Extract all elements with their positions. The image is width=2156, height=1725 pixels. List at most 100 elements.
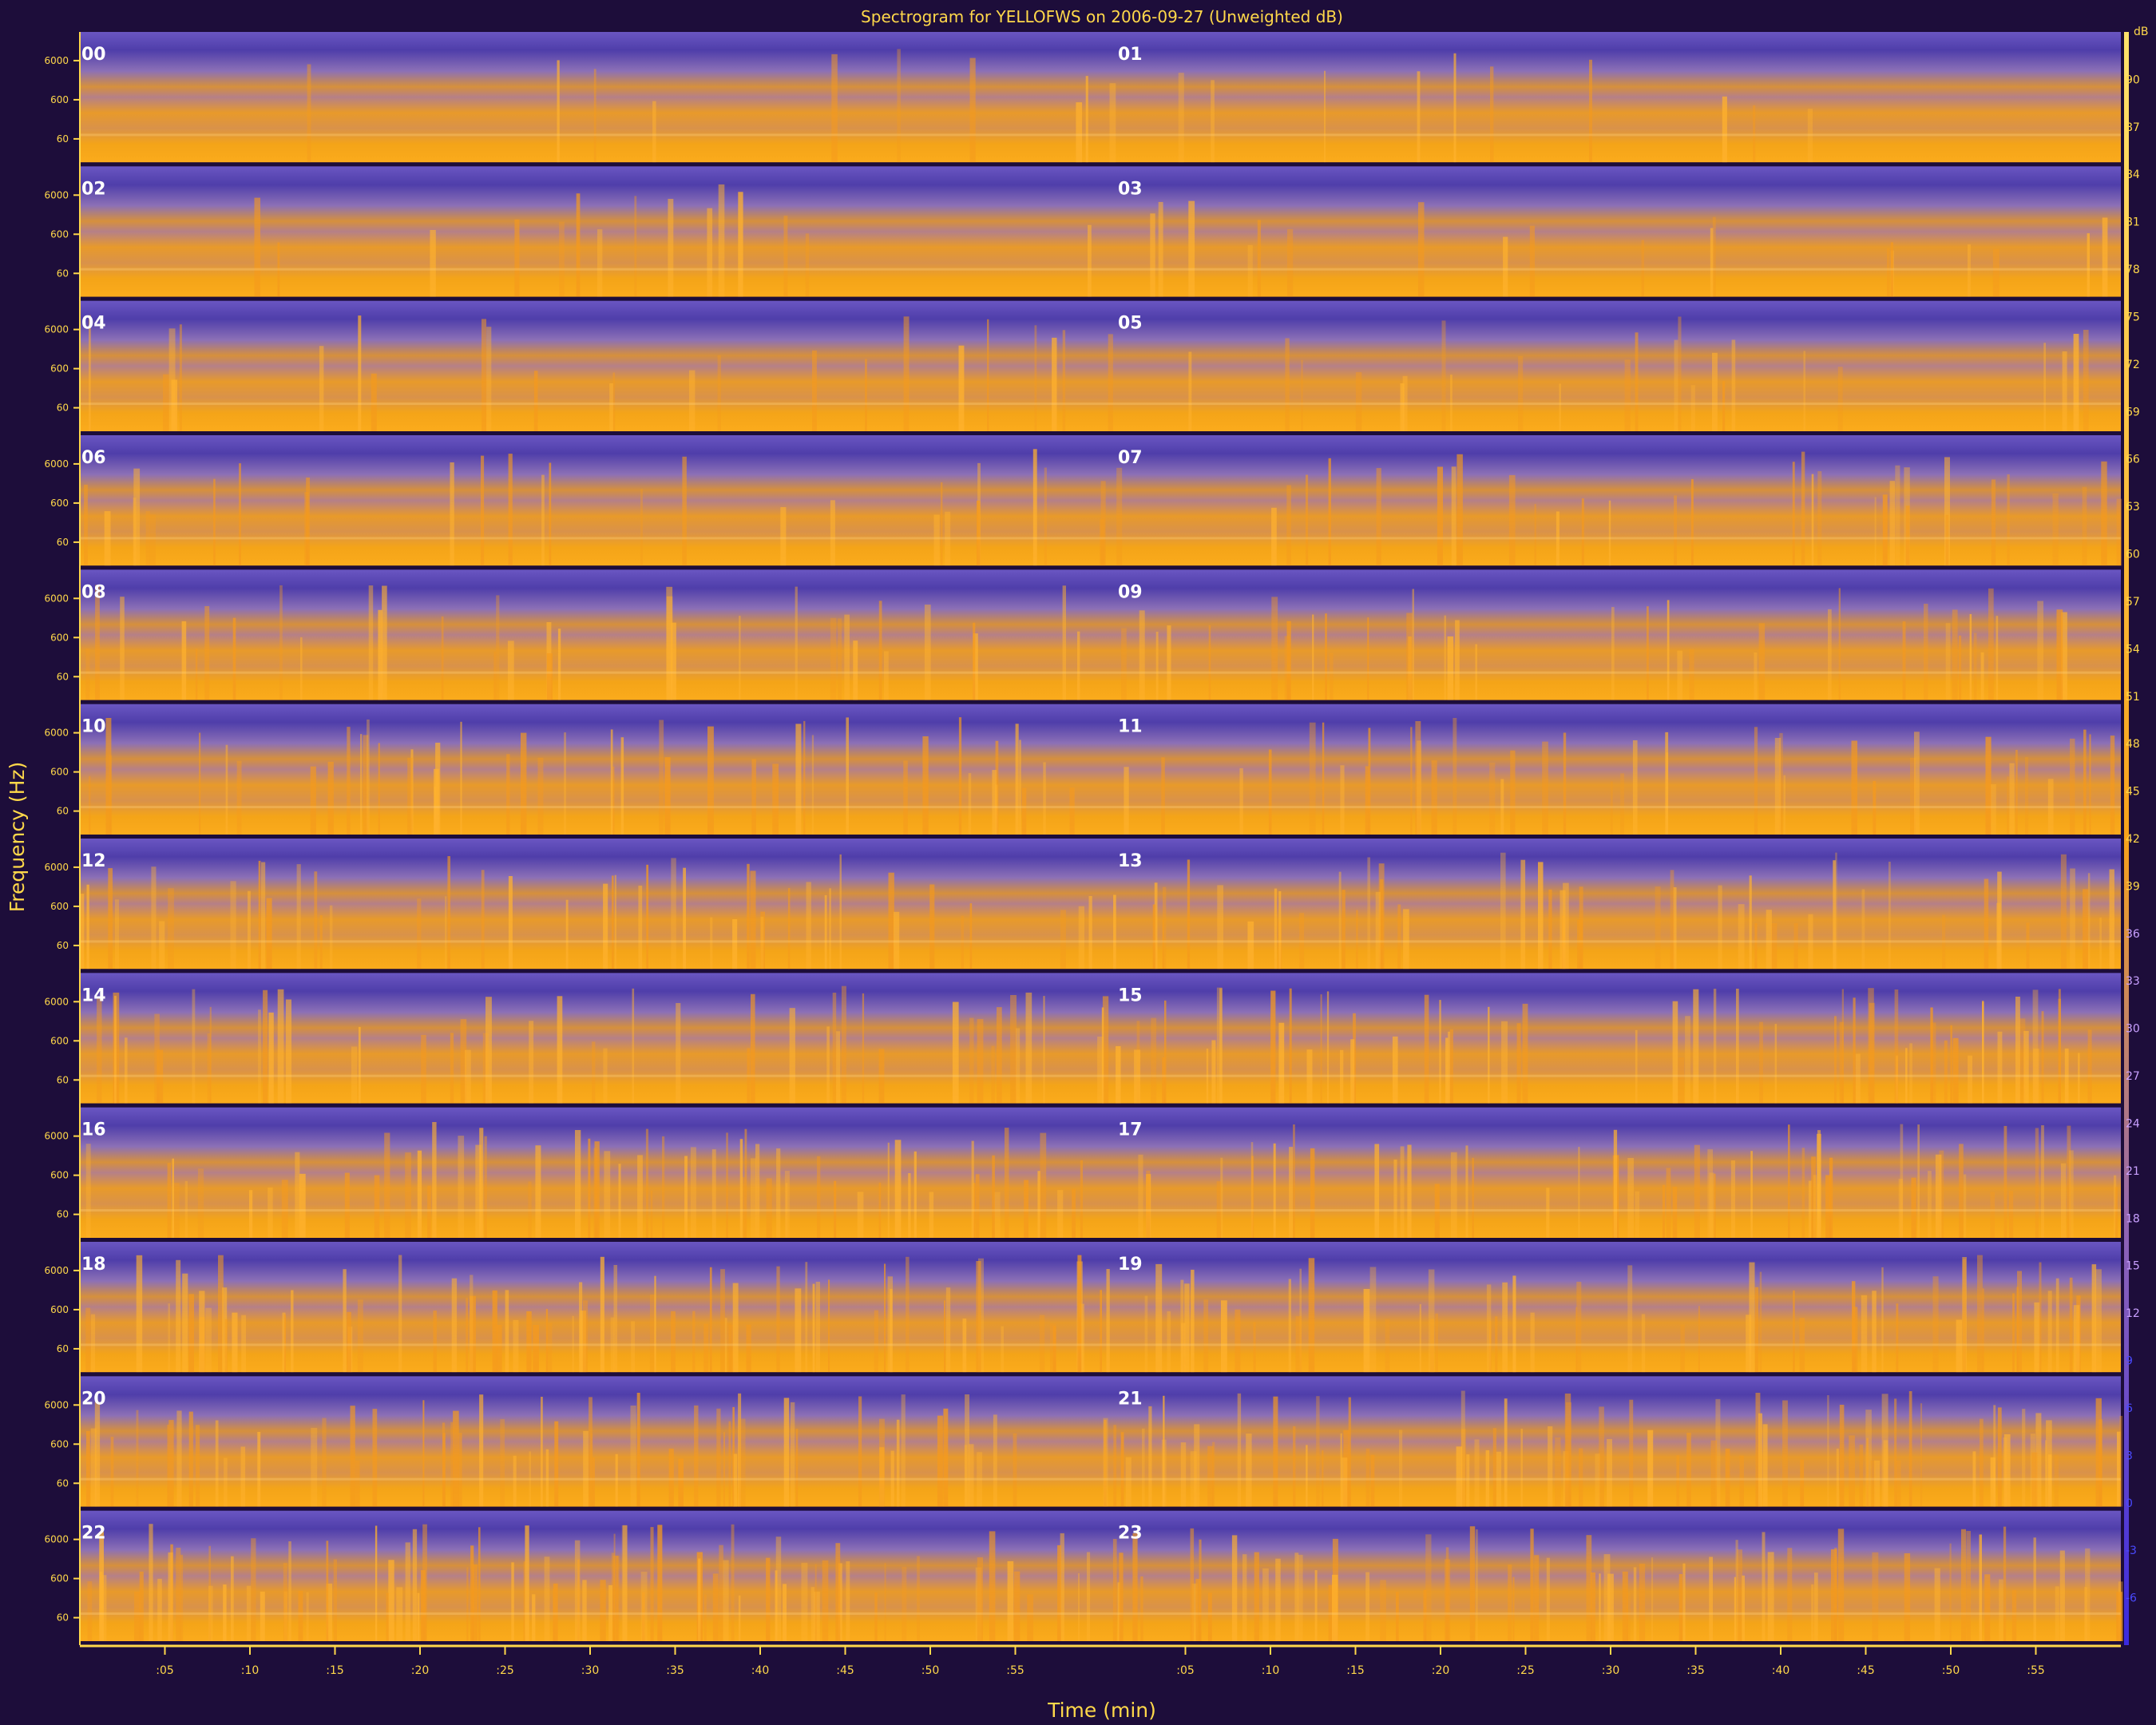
spectral-burst (1466, 1454, 1470, 1507)
spectral-burst (136, 1255, 143, 1373)
spectral-burst (1799, 1318, 1805, 1373)
spectral-burst (576, 193, 581, 297)
spectral-burst (1546, 1557, 1550, 1641)
spectral-burst (1635, 332, 1639, 431)
spectral-burst (167, 1163, 172, 1238)
spectral-burst (1024, 1180, 1028, 1238)
spectral-burst (1613, 1129, 1618, 1238)
spectral-burst (1516, 1023, 1521, 1104)
spectral-burst (1914, 732, 1920, 835)
spectral-burst (1039, 1315, 1045, 1373)
spectral-burst (2087, 873, 2091, 970)
spectral-burst (1930, 1007, 1933, 1104)
spectral-burst (435, 743, 441, 835)
spectral-burst (1298, 1554, 1303, 1641)
spectral-burst (371, 373, 377, 431)
spectral-burst (1415, 721, 1421, 835)
spectral-burst (1787, 1548, 1793, 1641)
spectral-burst (766, 1557, 771, 1641)
spectral-burst (826, 1026, 830, 1104)
spectral-burst (611, 1552, 615, 1641)
spectral-burst (1872, 1291, 1877, 1373)
spectral-burst (1814, 1572, 1818, 1641)
spectral-burst (1979, 1534, 1982, 1641)
x-tick-label: :05 (156, 1664, 174, 1677)
spectral-burst (1905, 1048, 1908, 1104)
spectral-burst (1672, 1001, 1678, 1104)
spectral-burst (284, 1314, 286, 1373)
spectral-burst (1309, 722, 1316, 835)
spectral-burst (1715, 1398, 1721, 1507)
spectral-burst (430, 230, 436, 297)
spectral-burst (2030, 1434, 2035, 1507)
spectral-burst (417, 1150, 422, 1238)
spectral-burst (903, 760, 908, 835)
spectral-burst (1485, 1449, 1490, 1507)
spectral-burst (1905, 506, 1910, 566)
spectral-burst (528, 1181, 532, 1238)
spectral-burst (583, 1300, 589, 1373)
spectral-burst (1529, 225, 1535, 297)
spectral-burst (231, 1556, 234, 1641)
colorbar-tick-label: 21 (2126, 1165, 2140, 1178)
spectral-burst (668, 199, 674, 297)
spectral-burst (640, 1572, 648, 1641)
spectral-burst (1952, 1037, 1959, 1104)
spectral-burst (1534, 1555, 1540, 1641)
spectrogram-band (80, 166, 2121, 297)
spectral-burst (1962, 1259, 1966, 1373)
spectral-burst (176, 1410, 182, 1507)
spectral-burst (86, 884, 89, 970)
row-separator (80, 700, 2121, 704)
spectral-burst (874, 1592, 878, 1641)
spectral-burst (1207, 1445, 1214, 1507)
frequency-tick-label: 60 (57, 806, 69, 817)
spectral-burst (1212, 1441, 1215, 1507)
spectral-burst (1895, 465, 1900, 566)
spectral-burst (453, 1410, 459, 1507)
frequency-tick-label: 600 (50, 363, 69, 375)
spectral-burst (492, 1290, 497, 1373)
spectral-burst (579, 1282, 583, 1373)
spectral-burst (1434, 1184, 1440, 1238)
spectral-burst (1564, 1393, 1571, 1507)
spectral-burst (1911, 1177, 1916, 1238)
spectral-burst (1672, 1187, 1678, 1238)
spectral-burst (645, 1128, 648, 1238)
spectral-burst (2060, 1163, 2067, 1238)
spectral-burst (133, 468, 141, 566)
spectral-burst (588, 1138, 591, 1238)
spectral-burst (1078, 906, 1084, 970)
hour-label: 16 (81, 1120, 106, 1140)
spectral-burst (351, 1046, 358, 1104)
spectral-burst (2056, 609, 2063, 700)
colorbar-tick-label: 60 (2126, 549, 2140, 561)
hour-label: 10 (81, 717, 106, 737)
spectral-burst (896, 1419, 900, 1507)
spectral-burst (251, 1538, 256, 1641)
spectral-burst (1991, 784, 1996, 835)
spectral-burst (1399, 1430, 1403, 1507)
spectral-burst (997, 1007, 1002, 1104)
spectral-burst (1393, 1159, 1397, 1238)
spectral-burst (2110, 736, 2115, 835)
spectral-burst (1155, 632, 1159, 700)
spectral-burst (1100, 519, 1105, 566)
spectral-burst (810, 1587, 815, 1641)
spectral-burst (97, 997, 102, 1104)
spectral-burst (1887, 248, 1890, 297)
spectral-burst (450, 1422, 454, 1507)
x-tick-label: :50 (921, 1664, 940, 1677)
spectral-burst (249, 1190, 253, 1238)
hour-label: 05 (1118, 314, 1143, 334)
spectral-burst (521, 732, 527, 835)
spectral-burst (1403, 909, 1409, 970)
spectral-burst (1407, 1144, 1412, 1238)
spectral-burst (1502, 1282, 1508, 1373)
spectral-burst (481, 870, 485, 970)
spectral-burst (282, 1312, 286, 1373)
spectral-burst (405, 1152, 411, 1238)
spectral-burst (149, 1524, 153, 1641)
spectral-burst (168, 1303, 170, 1373)
